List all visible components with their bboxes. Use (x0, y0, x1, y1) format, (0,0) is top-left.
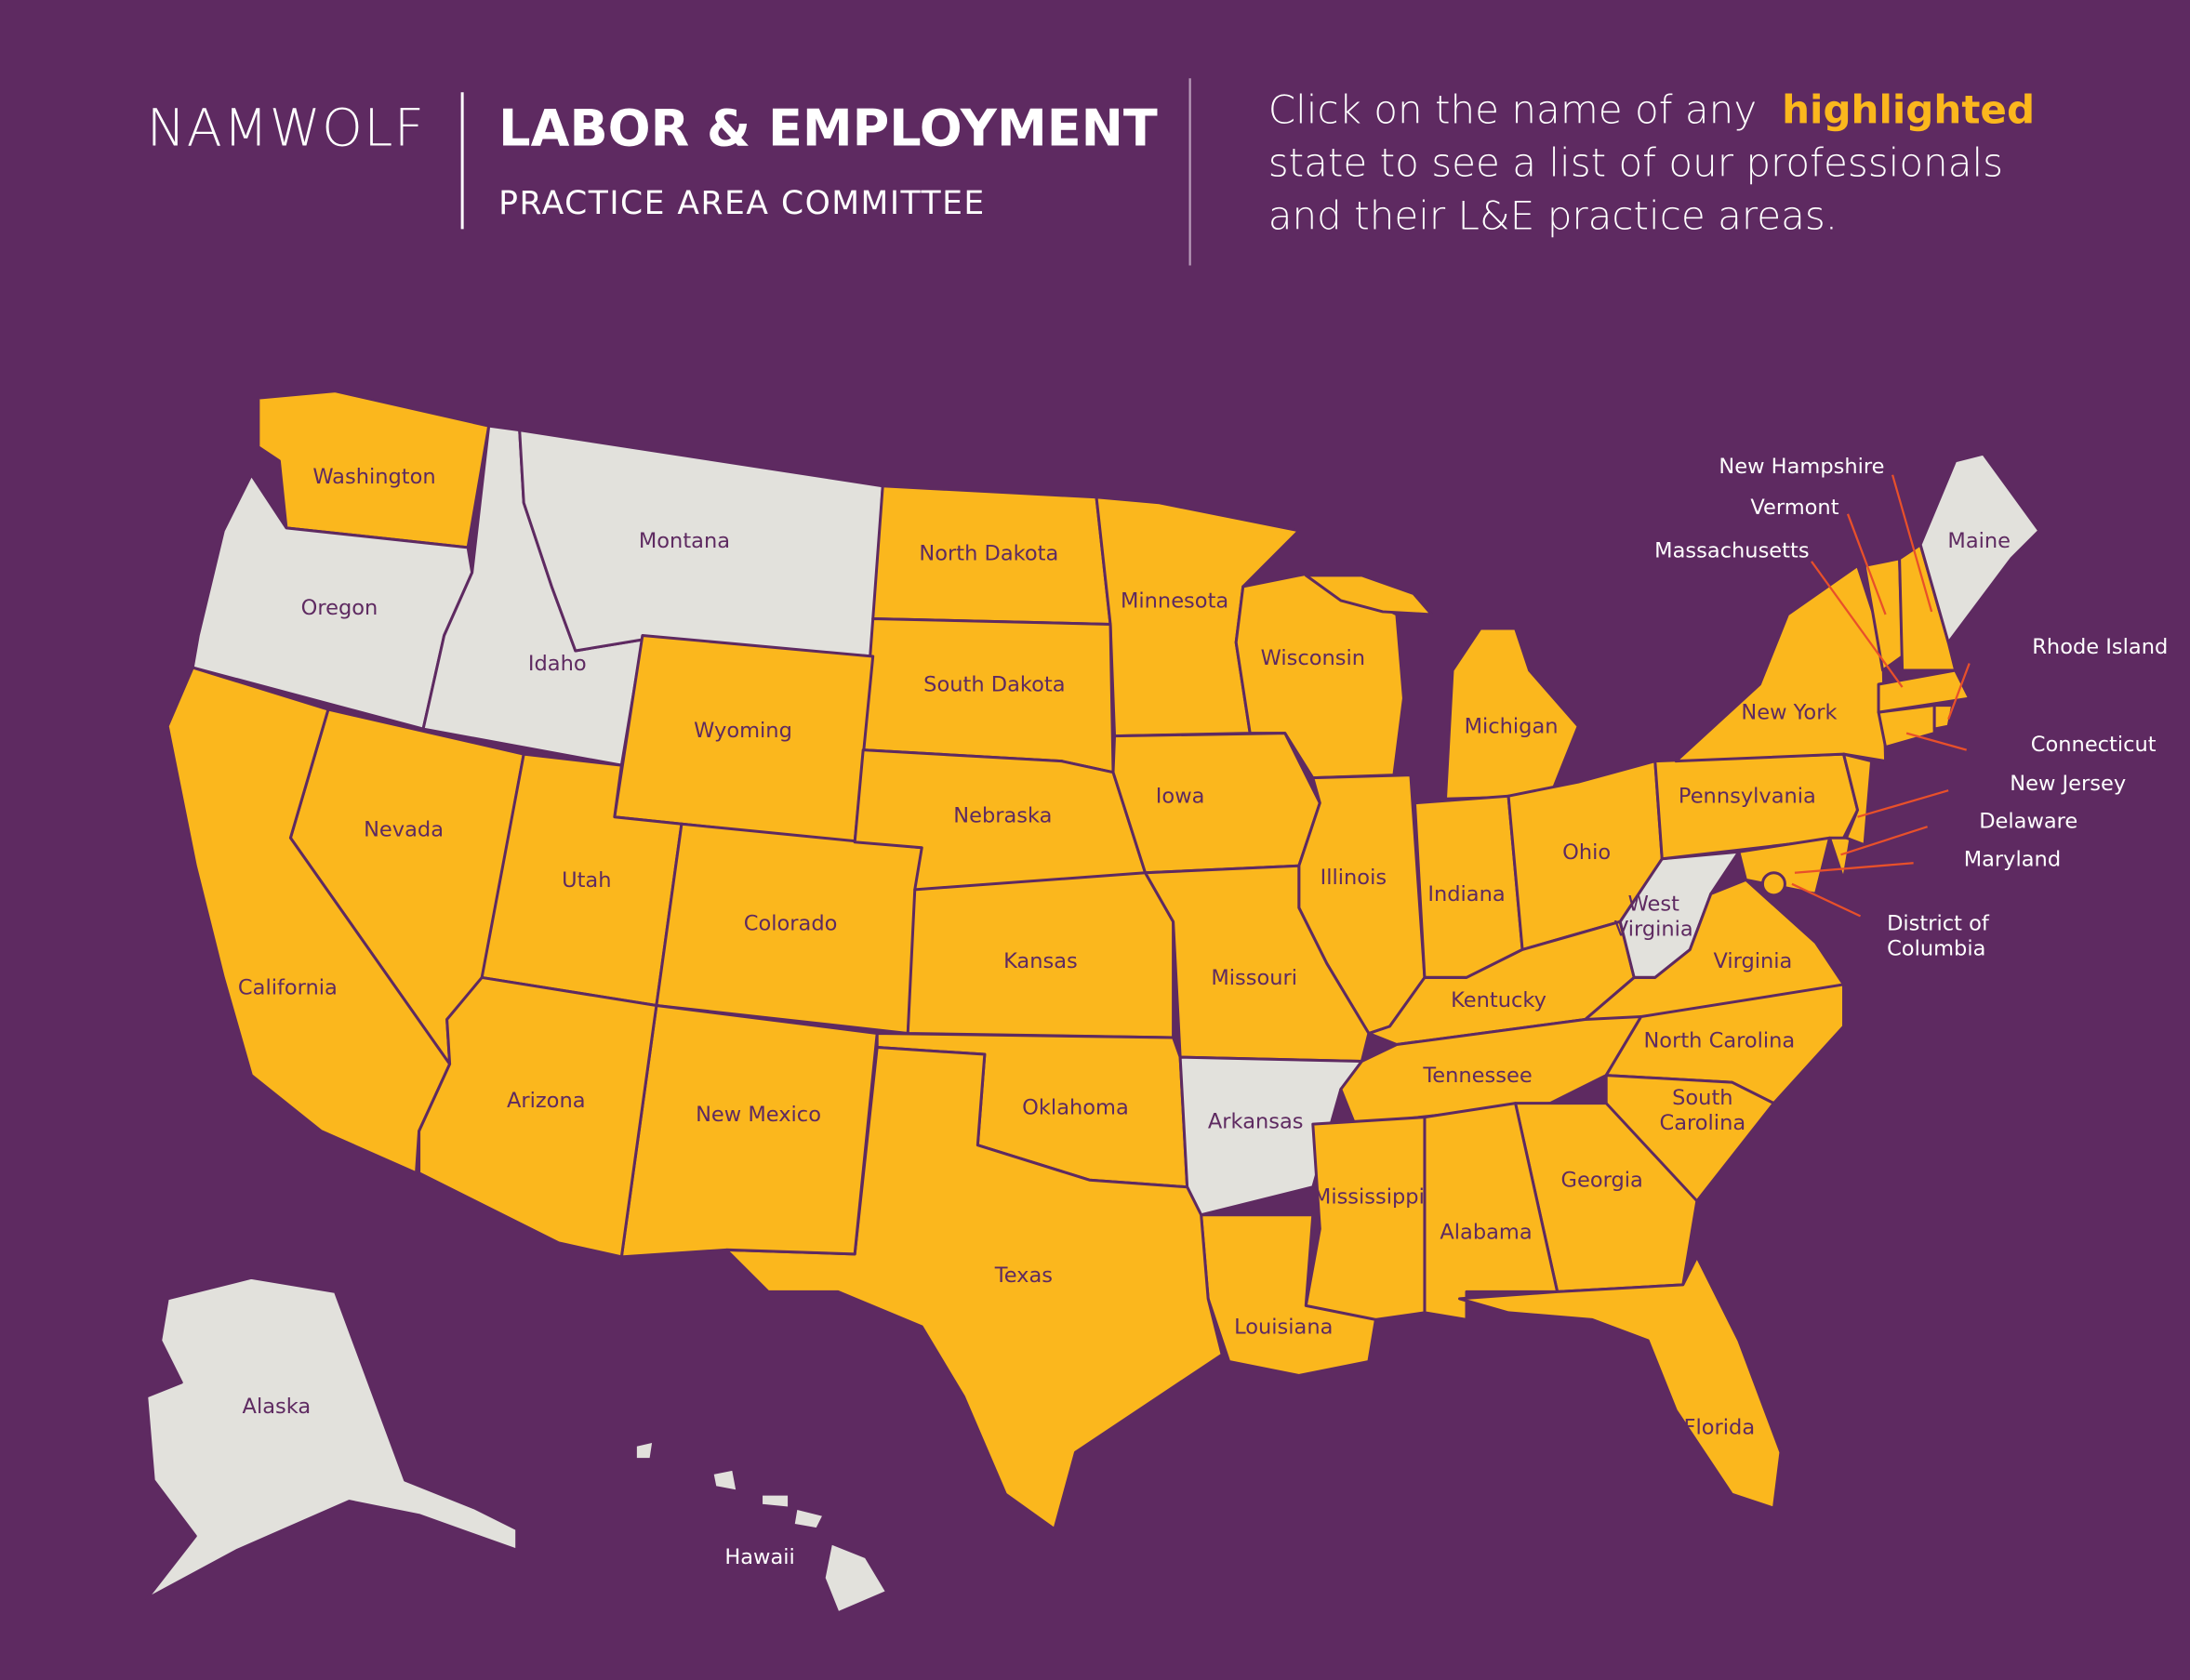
state-label: Virginia (1614, 917, 1693, 941)
state-label[interactable]: New Jersey (2010, 772, 2126, 796)
state-label[interactable]: South (1672, 1086, 1732, 1110)
state-label[interactable]: Texas (994, 1263, 1053, 1288)
state-label[interactable]: Ohio (1562, 840, 1611, 865)
state-label[interactable]: California (238, 975, 338, 999)
state-label: Montana (639, 529, 730, 553)
state-label[interactable]: Mississippi (1313, 1185, 1425, 1210)
state-labels: Washington Oregon Idaho Montana North Dakota… (238, 455, 2168, 1569)
state-label[interactable]: North Dakota (919, 541, 1058, 565)
callout-line (1947, 663, 1971, 720)
instruction-emphasis: highlighted (1782, 86, 2035, 132)
states (145, 390, 2041, 1615)
state-label[interactable]: Indiana (1427, 882, 1505, 906)
state-label[interactable]: Pennsylvania (1679, 785, 1816, 809)
state-label[interactable]: Kentucky (1451, 988, 1546, 1012)
state-label[interactable]: Utah (562, 868, 611, 893)
state-label[interactable]: Wisconsin (1261, 646, 1365, 670)
state-label[interactable]: Connecticut (2031, 733, 2157, 757)
state-label[interactable]: Washington (312, 465, 435, 489)
state-shape[interactable] (1932, 704, 1955, 731)
state-label[interactable]: Tennessee (1422, 1064, 1532, 1088)
state-shape (791, 1506, 826, 1531)
state-shape[interactable] (1898, 543, 1958, 672)
state-shape[interactable] (1737, 836, 1832, 895)
callout-line (1840, 826, 1928, 856)
callout-line (1857, 789, 1949, 818)
state-shape[interactable] (1760, 871, 1786, 897)
state-shape[interactable] (1200, 1213, 1377, 1377)
state-label[interactable]: North Carolina (1643, 1029, 1795, 1053)
state-label[interactable]: Vermont (1750, 496, 1838, 520)
state-label: Alaska (243, 1395, 312, 1419)
state-label[interactable]: New York (1741, 701, 1837, 725)
instruction-text: state to see a list of our professionals (1268, 139, 2003, 185)
state-shape[interactable] (1457, 1255, 1783, 1510)
state-shape (633, 1439, 656, 1462)
state-shape[interactable] (418, 975, 658, 1259)
state-label[interactable]: Minnesota (1121, 589, 1228, 613)
state-label: West (1628, 892, 1680, 916)
state-shape[interactable] (1304, 574, 1433, 616)
state-label[interactable]: Rhode Island (2032, 635, 2168, 659)
state-label[interactable]: Delaware (1979, 810, 2077, 834)
instruction-text: and their L&E practice areas. (1268, 192, 1838, 238)
state-shape[interactable] (1842, 752, 1874, 847)
state-label[interactable]: Virginia (1713, 949, 1792, 973)
state-label[interactable]: New Mexico (696, 1103, 821, 1127)
state-label[interactable]: Columbia (1887, 936, 1985, 960)
state-label: Idaho (528, 652, 587, 676)
state-shape[interactable] (1144, 864, 1371, 1064)
state-label[interactable]: Oklahoma (1022, 1096, 1129, 1120)
state-label: Arkansas (1208, 1110, 1304, 1134)
state-label[interactable]: Michigan (1465, 715, 1559, 739)
callout-line (1791, 882, 1862, 918)
state-label[interactable]: Colorado (744, 911, 838, 935)
state-label[interactable]: Arizona (507, 1089, 586, 1113)
callout-line (1905, 732, 1967, 751)
logo: NAMWOLF (147, 98, 426, 158)
state-label[interactable]: Louisiana (1234, 1315, 1333, 1339)
state-shape[interactable] (1877, 668, 1971, 714)
state-label[interactable]: New Hampshire (1719, 455, 1884, 479)
state-label[interactable]: Massachusetts (1654, 538, 1809, 562)
state-shape (760, 1492, 791, 1510)
state-label[interactable]: Iowa (1156, 785, 1205, 809)
state-label[interactable]: South Dakota (923, 673, 1065, 697)
state-shape[interactable] (1304, 1116, 1427, 1343)
state-shape[interactable] (906, 871, 1175, 1039)
state-label[interactable]: Missouri (1211, 966, 1297, 990)
state-shape[interactable] (166, 666, 452, 1175)
state-label[interactable]: Nebraska (953, 804, 1052, 828)
callout-line (1811, 561, 1904, 688)
instruction: Click on the name of any highlighted (1268, 86, 2035, 132)
instruction-text: Click on the name of any (1268, 86, 1757, 132)
state-label[interactable]: Illinois (1321, 866, 1387, 890)
title: LABOR & EMPLOYMENT (498, 99, 1158, 157)
state-shape[interactable] (724, 1046, 1224, 1531)
state-label[interactable]: Kansas (1003, 949, 1078, 973)
subtitle: PRACTICE AREA COMMITTEE (498, 185, 986, 222)
state-label[interactable]: Carolina (1660, 1111, 1746, 1135)
state-label[interactable]: Nevada (364, 818, 444, 842)
state-label[interactable]: Wyoming (694, 719, 792, 743)
state-label[interactable]: Florida (1684, 1416, 1756, 1440)
state-label[interactable]: Georgia (1561, 1169, 1643, 1193)
state-shape[interactable] (619, 1003, 879, 1259)
callout-line (1846, 513, 1887, 615)
state-label[interactable]: District of (1887, 911, 1990, 935)
state-label[interactable]: Alabama (1440, 1220, 1532, 1244)
state-label: Hawaii (724, 1545, 794, 1569)
callout-line (1794, 862, 1914, 874)
callout-line (1891, 474, 1933, 613)
state-label[interactable]: Maryland (1964, 847, 2061, 871)
state-label: Oregon (301, 596, 378, 620)
state-shape (710, 1467, 739, 1493)
state-shape (1918, 452, 2041, 644)
state-shape (145, 1276, 519, 1601)
state-label: Maine (1947, 529, 2011, 553)
state-shape (822, 1541, 889, 1615)
state-shape[interactable] (1111, 732, 1321, 875)
